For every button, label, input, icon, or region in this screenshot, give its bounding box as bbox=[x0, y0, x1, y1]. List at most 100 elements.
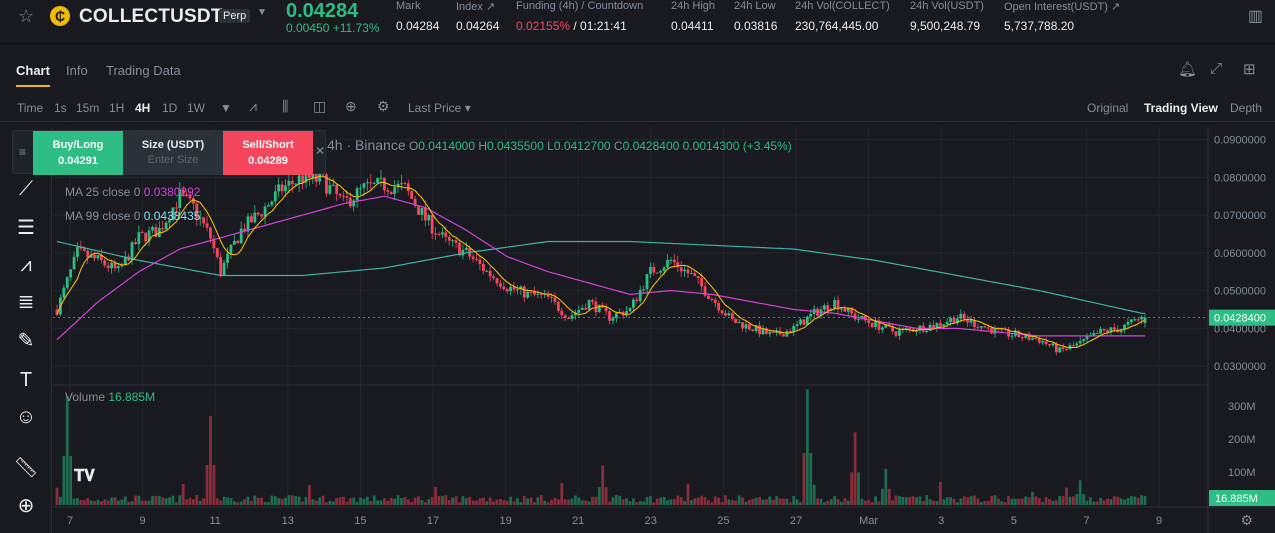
zoom-in-icon[interactable]: ⊕ bbox=[17, 495, 35, 517]
close-icon[interactable]: ✕ bbox=[315, 144, 326, 158]
candle-body bbox=[932, 324, 935, 328]
size-input[interactable] bbox=[133, 154, 213, 166]
trend-line-icon[interactable]: ⟋ bbox=[19, 178, 33, 200]
interval-time[interactable]: Time bbox=[17, 101, 44, 115]
horizontal-lines-icon[interactable]: ☰ bbox=[17, 217, 35, 239]
interval-1d[interactable]: 1D bbox=[162, 101, 178, 115]
volume-bar bbox=[1034, 496, 1038, 505]
candle-body bbox=[205, 223, 209, 228]
settings-gear-icon[interactable]: ⚙︎ bbox=[377, 98, 390, 114]
time-tick-label: 9 bbox=[140, 515, 146, 527]
candle-body bbox=[642, 289, 646, 291]
volume-bar bbox=[771, 499, 775, 505]
candle-body bbox=[372, 182, 376, 184]
volume-bar bbox=[1048, 499, 1051, 505]
view-trading-view[interactable]: Trading View bbox=[1144, 101, 1218, 115]
interval-1h[interactable]: 1H bbox=[109, 101, 125, 115]
candle-body bbox=[492, 276, 495, 279]
volume-bar bbox=[76, 498, 79, 505]
chart-settings-gear-icon[interactable]: ⚙︎ bbox=[1240, 512, 1253, 528]
volume-bar bbox=[614, 495, 618, 505]
volume-bar bbox=[509, 496, 513, 505]
volume-bar bbox=[434, 486, 437, 505]
view-original[interactable]: Original bbox=[1087, 101, 1129, 115]
candle-body bbox=[1102, 328, 1106, 331]
candle-body bbox=[860, 315, 864, 320]
volume-bar bbox=[782, 498, 785, 505]
volume-bar bbox=[338, 497, 342, 505]
text-tool-icon[interactable]: T bbox=[19, 369, 33, 391]
layout-grid-icon[interactable]: ⊞ bbox=[1243, 61, 1256, 78]
interval-4h[interactable]: 4H bbox=[135, 101, 151, 115]
candle-body bbox=[956, 318, 959, 324]
volume-bar bbox=[846, 500, 850, 505]
volume-bar bbox=[816, 498, 819, 505]
candle-body bbox=[89, 254, 93, 258]
time-tick-label: 9 bbox=[1156, 515, 1162, 527]
price-alert-bell-icon[interactable]: 🔔︎ bbox=[1178, 61, 1198, 78]
volume-bar bbox=[812, 484, 816, 505]
volume-bar bbox=[942, 499, 946, 505]
favorite-star-icon[interactable]: ☆ bbox=[18, 6, 35, 26]
tab-chart[interactable]: Chart bbox=[16, 63, 50, 78]
volume-bar bbox=[290, 495, 294, 505]
candle-body bbox=[338, 194, 342, 196]
volume-bar bbox=[880, 488, 884, 505]
buy-long-button[interactable]: Buy/Long 0.04291 bbox=[33, 131, 123, 175]
tab-info[interactable]: Info bbox=[66, 63, 88, 78]
price-type-select[interactable]: Last Price ▾ bbox=[408, 101, 471, 115]
volume-bar bbox=[1017, 498, 1021, 505]
interval-1s[interactable]: 1s bbox=[54, 101, 67, 115]
candle-body bbox=[86, 250, 90, 258]
emoji-icon[interactable]: ☺ bbox=[15, 406, 37, 428]
ruler-icon[interactable]: 📏︎ bbox=[13, 457, 39, 479]
candle-body bbox=[236, 240, 240, 244]
volume-bar bbox=[867, 499, 871, 505]
screenshot-camera-icon[interactable]: ◫ bbox=[313, 98, 327, 114]
candle-body bbox=[580, 307, 584, 310]
candle-body bbox=[710, 298, 714, 300]
volume-bar bbox=[915, 497, 918, 505]
view-depth[interactable]: Depth bbox=[1230, 101, 1263, 115]
candle-body bbox=[270, 201, 274, 206]
candle-body bbox=[608, 311, 611, 321]
volume-bar bbox=[134, 495, 137, 505]
volume-bar bbox=[778, 498, 782, 505]
display-settings-icon[interactable]: ▥ bbox=[1247, 8, 1263, 25]
add-plus-icon[interactable]: ⊕ bbox=[345, 98, 357, 114]
sell-short-button[interactable]: Sell/Short 0.04289 bbox=[223, 131, 313, 175]
volume-bar bbox=[1041, 502, 1045, 505]
candle-body bbox=[1078, 340, 1082, 344]
time-tick-label: 23 bbox=[645, 515, 657, 527]
candle-body bbox=[82, 248, 86, 251]
interval-dropdown-chevron-down-icon[interactable]: ▼ bbox=[220, 101, 232, 115]
candle-body bbox=[423, 207, 427, 221]
symbol-dropdown-chevron-down-icon[interactable]: ▼ bbox=[257, 7, 267, 18]
candle-body bbox=[280, 184, 284, 192]
fullscreen-expand-icon[interactable]: ⤢ bbox=[1210, 60, 1223, 77]
candlestick-chart-svg[interactable]: 0.0900000 0.0800000 0.0700000 0.0600000 0.05… bbox=[53, 127, 1275, 533]
volume-bar bbox=[239, 501, 243, 505]
tab-trading-data[interactable]: Trading Data bbox=[106, 63, 181, 78]
candle-body bbox=[1024, 333, 1028, 338]
price-chart[interactable]: 0.0900000 0.0800000 0.0700000 0.0600000 0.05… bbox=[53, 127, 1275, 533]
indicators-icon[interactable]: ⩘ bbox=[249, 98, 257, 114]
brush-icon[interactable]: ✎ bbox=[17, 330, 35, 352]
pattern-icon[interactable]: ⩘ bbox=[20, 254, 32, 276]
interval-1w[interactable]: 1W bbox=[187, 101, 205, 115]
volume-bar bbox=[301, 501, 304, 505]
stat-open-interest: Open Interest(USDT) ↗ 5,737,788.20 bbox=[1004, 1, 1121, 33]
volume-bar bbox=[836, 499, 840, 505]
interval-15m[interactable]: 15m bbox=[76, 101, 100, 115]
candle-body bbox=[638, 290, 642, 301]
volume-bar bbox=[352, 497, 356, 505]
volume-bar bbox=[683, 501, 686, 505]
symbol-name[interactable]: COLLECTUSDT bbox=[79, 6, 223, 27]
volume-bar bbox=[1116, 496, 1120, 505]
candle-body bbox=[846, 307, 850, 312]
drag-handle-icon[interactable]: ≡ bbox=[19, 145, 27, 159]
volume-bar bbox=[983, 501, 987, 505]
fib-retracement-icon[interactable]: ≣ bbox=[17, 291, 35, 313]
time-tick-label: Mar bbox=[859, 515, 878, 527]
chart-type-candles-icon[interactable]: ⫼ bbox=[282, 98, 289, 114]
